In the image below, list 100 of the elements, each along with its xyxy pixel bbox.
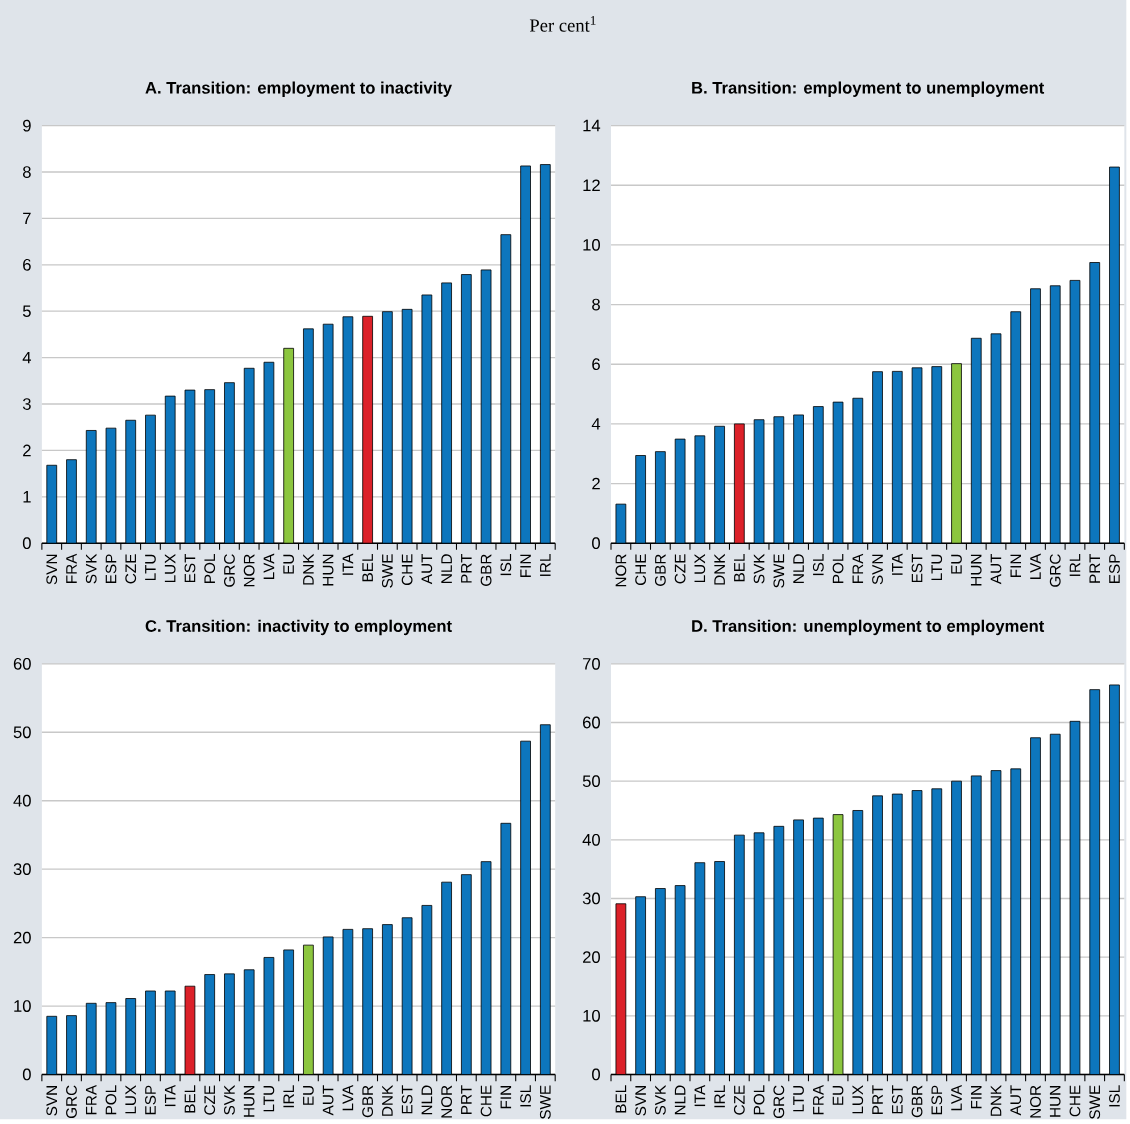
x-tick-label: SVK <box>224 1084 235 1115</box>
x-tick-label: CHE <box>1069 1085 1081 1117</box>
x-tick-label: ITA <box>694 1084 706 1107</box>
x-tick-label: NLD <box>793 554 804 583</box>
x-tick-label: PRT <box>872 1085 883 1114</box>
x-tick-label: ITA <box>342 553 354 575</box>
x-tick-label: PRT <box>461 1085 472 1114</box>
x-tick-label: SWE <box>539 1085 551 1119</box>
y-tick-label: 2 <box>592 477 600 490</box>
y-tick-label: 6 <box>23 258 31 271</box>
x-tick-label: SVK <box>753 553 765 584</box>
x-tick-label: ISL <box>1109 1085 1120 1107</box>
x-tick-label: DNK <box>382 1084 393 1116</box>
x-tick-label: EST <box>401 1085 413 1114</box>
x-tick-label: CHE <box>635 554 647 586</box>
x-tick-label: EST <box>184 553 196 583</box>
x-tick-label: GBR <box>654 554 666 586</box>
x-tick-label: DNK <box>714 553 725 585</box>
x-tick-label: SVN <box>635 1086 647 1116</box>
x-tick-label: NOR <box>1030 1085 1041 1118</box>
x-tick-label: LTU <box>931 554 943 581</box>
x-tick-label: ISL <box>520 1085 531 1107</box>
x-tick-label: FRA <box>85 1084 97 1115</box>
x-tick-label: FIN <box>520 554 531 577</box>
x-tick-label: GRC <box>1049 554 1061 587</box>
x-tick-label: SVN <box>46 1086 58 1116</box>
x-tick-label: IRL <box>283 1085 294 1108</box>
x-tick-label: CZE <box>204 1085 216 1115</box>
y-tick-label: 40 <box>13 794 31 807</box>
chart-title: D. Transition: unemployment to employment <box>692 619 1045 636</box>
x-tick-label: ESP <box>931 1085 943 1115</box>
x-tick-label: CHE <box>401 554 413 586</box>
x-tick-label: LTU <box>145 554 156 581</box>
y-tick-label: 1 <box>23 491 31 503</box>
x-tick-label: SWE <box>773 554 785 588</box>
x-tick-label: ESP <box>145 1085 156 1115</box>
y-tick-label: 60 <box>13 657 31 670</box>
x-tick-label: EU <box>951 554 962 574</box>
x-tick-label: LUX <box>694 553 706 583</box>
y-tick-label: 9 <box>23 119 31 132</box>
x-tick-label: AUT <box>990 553 1002 585</box>
chart-title: C. Transition: inactivity to employment <box>145 619 452 636</box>
x-tick-label: DNK <box>303 553 314 585</box>
x-tick-label: GBR <box>480 554 492 586</box>
y-tick-label: 2 <box>23 444 31 457</box>
x-tick-label: AUT <box>322 1085 334 1116</box>
x-tick-label: GBR <box>911 1085 923 1118</box>
x-tick-label: LTU <box>263 1085 275 1112</box>
y-tick-label: 70 <box>583 657 600 670</box>
x-tick-label: SVK <box>85 553 97 584</box>
x-tick-label: EU <box>832 1085 844 1105</box>
x-tick-label: NLD <box>674 1085 686 1115</box>
x-tick-label: GBR <box>362 1085 374 1118</box>
y-tick-label: 60 <box>583 716 600 729</box>
x-tick-label: GRC <box>773 1085 785 1118</box>
x-tick-label: FRA <box>813 1084 824 1115</box>
x-tick-label: NOR <box>243 554 255 587</box>
y-tick-label: 4 <box>22 351 32 364</box>
y-tick-label: 50 <box>582 775 600 787</box>
x-tick-label: ISL <box>812 554 824 576</box>
chart-title: B. Transition: employment to unemployment <box>692 81 1045 97</box>
y-tick-label: 6 <box>592 358 600 371</box>
x-tick-label: NLD <box>441 554 452 583</box>
x-tick-label: LVA <box>342 1084 354 1111</box>
x-tick-label: ITA <box>892 553 903 575</box>
x-tick-label: SWE <box>1089 1085 1101 1119</box>
y-tick-label: 8 <box>592 298 600 311</box>
y-tick-label: 7 <box>23 212 31 225</box>
x-tick-label: IRL <box>1069 554 1081 576</box>
y-tick-label: 4 <box>591 418 601 430</box>
y-tick-label: 8 <box>22 166 31 178</box>
x-tick-label: CZE <box>733 1085 745 1115</box>
y-tick-label: 10 <box>14 1000 31 1012</box>
x-tick-label: IRL <box>714 1085 725 1108</box>
x-tick-label: NOR <box>441 1085 453 1118</box>
chart-subtitle: Per cent$^{1}$ <box>529 15 596 32</box>
x-tick-label: AUT <box>421 553 433 585</box>
x-tick-label: GRC <box>66 1085 77 1118</box>
x-tick-label: HUN <box>322 554 334 586</box>
x-tick-label: POL <box>105 1085 117 1115</box>
x-tick-label: SVK <box>654 1084 666 1115</box>
y-tick-label: 30 <box>582 892 600 905</box>
x-tick-label: ITA <box>164 1084 176 1107</box>
x-tick-label: BEL <box>362 554 373 582</box>
x-tick-label: LUX <box>164 553 176 583</box>
x-tick-label: GRC <box>224 554 235 587</box>
y-tick-label: 10 <box>583 1009 600 1022</box>
x-tick-label: LUX <box>852 1085 864 1114</box>
x-tick-label: BEL <box>615 1085 627 1113</box>
y-tick-label: 20 <box>583 951 600 963</box>
y-tick-label: 40 <box>582 833 600 846</box>
y-tick-label: 50 <box>13 726 31 739</box>
x-tick-label: EU <box>283 554 294 574</box>
x-tick-label: LVA <box>1030 553 1041 579</box>
y-tick-label: 3 <box>22 398 31 410</box>
y-tick-label: 20 <box>13 931 31 944</box>
x-tick-label: NLD <box>421 1085 433 1115</box>
x-tick-label: PRT <box>1089 553 1100 583</box>
x-tick-label: EU <box>303 1085 314 1105</box>
x-tick-label: HUN <box>1049 1086 1061 1117</box>
